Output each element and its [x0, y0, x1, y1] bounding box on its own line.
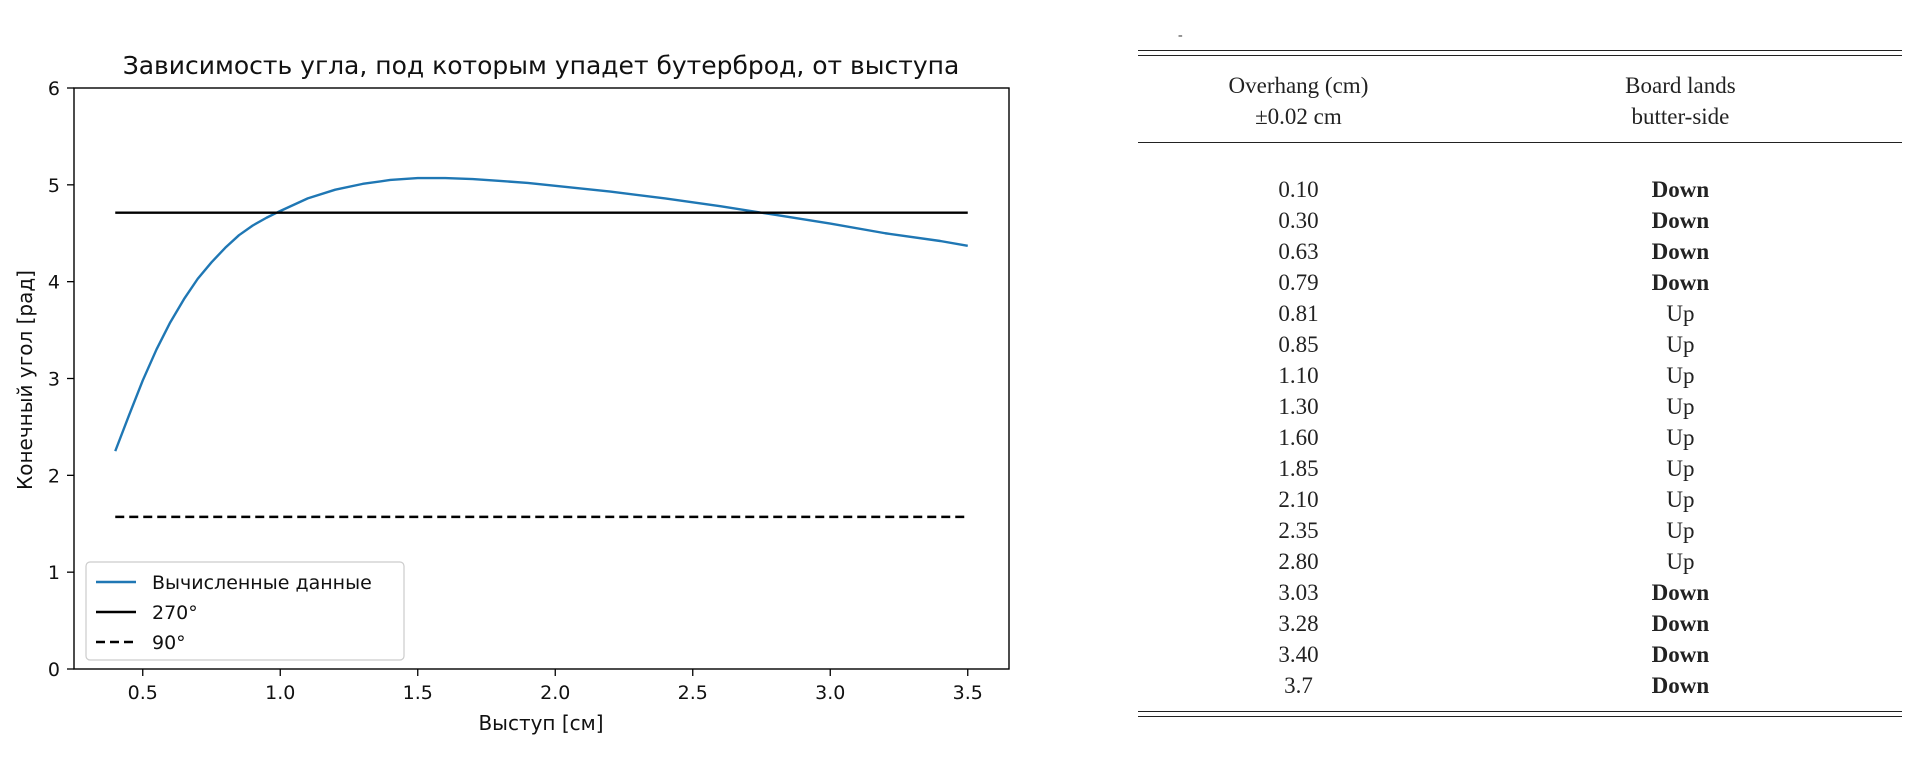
header-overhang-line1: Overhang (cm) [1228, 73, 1369, 98]
results-table-panel: - Overhang (cm) ±0.02 cm Board lands but… [1138, 28, 1902, 717]
legend-label: 270° [152, 602, 198, 624]
result-cell: Up [1666, 363, 1695, 388]
table-top-rule-inner [1138, 55, 1902, 56]
y-tick-label: 0 [48, 659, 60, 681]
overhang-cell: 0.63 [1278, 239, 1319, 264]
header-rule [1138, 142, 1902, 174]
table-row: 0.63 Down [1138, 236, 1902, 267]
result-cell: Down [1651, 580, 1710, 605]
result-cell: Down [1651, 270, 1710, 295]
result-cell: Down [1651, 239, 1710, 264]
overhang-cell: 1.85 [1278, 456, 1319, 481]
table-header-row: Overhang (cm) ±0.02 cm Board lands butte… [1138, 56, 1902, 143]
y-axis-label: Конечный угол [рад] [13, 270, 37, 490]
overhang-cell: 3.7 [1284, 673, 1313, 698]
series-line-computed [114, 176, 968, 452]
legend-label: 90° [152, 632, 186, 654]
y-tick-label: 2 [48, 465, 60, 487]
results-table: Overhang (cm) ±0.02 cm Board lands butte… [1138, 56, 1902, 701]
axis-ticks: 0.5 1.0 1.5 2.0 2.5 3.0 3.5 0 1 2 3 4 5 6 [48, 78, 983, 704]
overhang-cell: 0.85 [1278, 332, 1319, 357]
overhang-cell: 1.60 [1278, 425, 1319, 450]
result-cell: Up [1666, 518, 1695, 543]
table-row: 3.28 Down [1138, 608, 1902, 639]
result-cell: Up [1666, 425, 1695, 450]
y-tick-label: 5 [48, 175, 60, 197]
overhang-cell: 0.30 [1278, 208, 1319, 233]
table-bottom-rule-inner [1138, 716, 1902, 717]
table-row: 0.81 Up [1138, 298, 1902, 329]
table-row: 2.80 Up [1138, 546, 1902, 577]
legend-label: Вычисленные данные [152, 572, 372, 594]
result-cell: Down [1651, 642, 1710, 667]
result-cell: Up [1666, 301, 1695, 326]
x-axis-label: Выступ [см] [478, 711, 603, 735]
overhang-cell: 2.10 [1278, 487, 1319, 512]
x-tick-label: 0.5 [128, 682, 158, 704]
table-row: 0.79 Down [1138, 267, 1902, 298]
result-cell: Down [1651, 177, 1710, 202]
plot-series [114, 176, 968, 519]
result-cell: Up [1666, 394, 1695, 419]
table-row: 3.03 Down [1138, 577, 1902, 608]
table-top-mark: - [1178, 28, 1183, 43]
header-board-lands: Board lands butter-side [1459, 56, 1902, 143]
overhang-cell: 0.81 [1278, 301, 1319, 326]
overhang-cell: 0.79 [1278, 270, 1319, 295]
table-row: 2.10 Up [1138, 484, 1902, 515]
x-tick-label: 1.5 [403, 682, 433, 704]
x-tick-label: 2.0 [540, 682, 570, 704]
x-tick-label: 3.0 [815, 682, 845, 704]
table-bottom-rule [1138, 711, 1902, 712]
overhang-cell: 0.10 [1278, 177, 1319, 202]
result-cell: Up [1666, 456, 1695, 481]
line-chart: Зависимость угла, под которым упадет бут… [13, 51, 1010, 735]
overhang-cell: 1.10 [1278, 363, 1319, 388]
table-row: 0.85 Up [1138, 329, 1902, 360]
x-tick-label: 3.5 [953, 682, 983, 704]
plot-frame [73, 87, 1010, 670]
table-row: 1.60 Up [1138, 422, 1902, 453]
overhang-cell: 3.03 [1278, 580, 1319, 605]
chart-title: Зависимость угла, под которым упадет бут… [123, 51, 960, 80]
table-row: 3.40 Down [1138, 639, 1902, 670]
table-row: 1.10 Up [1138, 360, 1902, 391]
table-row: 0.10 Down [1138, 174, 1902, 205]
result-cell: Up [1666, 549, 1695, 574]
y-tick-label: 4 [48, 272, 60, 294]
table-row: 3.7 Down [1138, 670, 1902, 701]
table-row: 1.85 Up [1138, 453, 1902, 484]
result-cell: Up [1666, 487, 1695, 512]
chart-legend: Вычисленные данные 270° 90° [85, 561, 405, 661]
overhang-cell: 2.35 [1278, 518, 1319, 543]
y-tick-label: 6 [48, 78, 60, 100]
x-tick-label: 2.5 [678, 682, 708, 704]
header-board-lands-line2: butter-side [1631, 104, 1730, 129]
header-board-lands-line1: Board lands [1625, 73, 1736, 98]
result-cell: Up [1666, 332, 1695, 357]
result-cell: Down [1651, 673, 1710, 698]
table-row: 2.35 Up [1138, 515, 1902, 546]
overhang-cell: 3.28 [1278, 611, 1319, 636]
header-overhang: Overhang (cm) ±0.02 cm [1138, 56, 1459, 143]
table-top-rule [1138, 50, 1902, 51]
header-overhang-line2: ±0.02 cm [1255, 104, 1342, 129]
x-tick-label: 1.0 [265, 682, 295, 704]
table-body: 0.10 Down 0.30 Down 0.63 Down 0.79 Down 0.81 Up 0.… [1138, 174, 1902, 701]
overhang-cell: 1.30 [1278, 394, 1319, 419]
result-cell: Down [1651, 208, 1710, 233]
legend-box [85, 561, 405, 661]
overhang-cell: 2.80 [1278, 549, 1319, 574]
y-tick-label: 1 [48, 562, 60, 584]
overhang-cell: 3.40 [1278, 642, 1319, 667]
result-cell: Down [1651, 611, 1710, 636]
table-row: 0.30 Down [1138, 205, 1902, 236]
table-row: 1.30 Up [1138, 391, 1902, 422]
y-tick-label: 3 [48, 369, 60, 391]
